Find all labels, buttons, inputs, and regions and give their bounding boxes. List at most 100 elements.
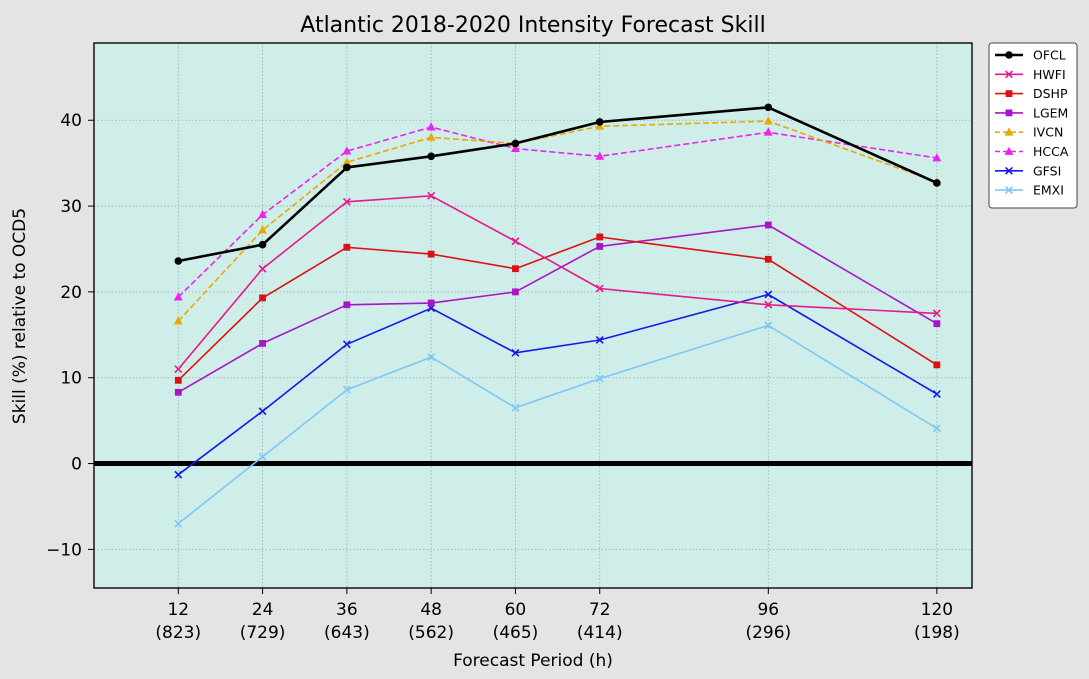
data-point-dshp bbox=[764, 255, 772, 263]
data-point-ofcl bbox=[595, 118, 604, 126]
data-point-ofcl bbox=[343, 163, 351, 172]
data-point-hcca bbox=[595, 151, 605, 160]
data-point-hwfi bbox=[764, 300, 773, 309]
data-point-hwfi bbox=[932, 309, 941, 318]
data-point-hwfi bbox=[342, 197, 351, 206]
y-tick-label: 20 bbox=[60, 283, 82, 303]
y-axis-label: Skill (%) relative to OCD5 bbox=[10, 208, 30, 424]
data-point-dshp bbox=[174, 376, 182, 384]
data-point-lgem bbox=[933, 320, 941, 328]
data-point-ivcn bbox=[258, 225, 267, 234]
legend: OFCL HWFI DSHP LGEM IVCN HCCA GFSI EMXI bbox=[988, 42, 1078, 209]
x-tick-label: 120 bbox=[921, 600, 953, 620]
y-tick-label: 40 bbox=[60, 111, 82, 131]
legend-marker bbox=[1005, 166, 1013, 175]
legend-marker bbox=[1005, 90, 1013, 97]
y-tick-label: 30 bbox=[60, 197, 82, 217]
series-hwfi bbox=[174, 191, 941, 374]
legend-label: IVCN bbox=[1033, 125, 1063, 140]
x-tick-count: (414) bbox=[577, 623, 623, 643]
series-line-ivcn bbox=[177, 120, 938, 322]
data-point-ofcl bbox=[511, 139, 520, 148]
x-tick-label: 96 bbox=[757, 600, 779, 620]
data-point-emxi bbox=[427, 353, 436, 362]
data-point-lgem bbox=[259, 339, 266, 347]
series-dshp bbox=[174, 233, 941, 384]
x-tick-count: (296) bbox=[745, 623, 791, 643]
legend-item-emxi: EMXI bbox=[995, 183, 1064, 198]
x-tick-label: 72 bbox=[589, 600, 611, 620]
x-tick-count: (562) bbox=[408, 623, 454, 643]
data-point-lgem bbox=[343, 301, 351, 309]
legend-item-gfsi: GFSI bbox=[995, 163, 1061, 178]
x-tick-count: (823) bbox=[155, 623, 201, 643]
data-point-ofcl bbox=[933, 179, 941, 187]
legend-item-ofcl: OFCL bbox=[995, 48, 1066, 63]
series-emxi bbox=[174, 321, 941, 528]
data-point-hwfi bbox=[174, 365, 183, 374]
data-point-dshp bbox=[512, 265, 519, 273]
x-tick-count: (729) bbox=[240, 623, 286, 643]
data-point-lgem bbox=[427, 299, 435, 307]
data-point-ofcl bbox=[174, 257, 183, 265]
data-point-ofcl bbox=[258, 240, 267, 249]
data-point-lgem bbox=[596, 243, 604, 250]
data-point-hwfi bbox=[595, 284, 604, 293]
data-point-hwfi bbox=[258, 264, 267, 273]
data-point-gfsi bbox=[174, 470, 183, 479]
data-point-gfsi bbox=[932, 390, 941, 398]
legend-item-dshp: DSHP bbox=[995, 86, 1068, 101]
data-point-emxi bbox=[764, 321, 773, 330]
x-tick-label: 36 bbox=[336, 600, 358, 620]
data-point-gfsi bbox=[342, 340, 351, 349]
series-ofcl bbox=[174, 103, 941, 265]
data-point-dshp bbox=[596, 233, 604, 241]
series-line-lgem bbox=[177, 224, 938, 393]
data-point-dshp bbox=[259, 294, 266, 302]
data-point-lgem bbox=[174, 388, 182, 396]
legend-item-ivcn: IVCN bbox=[995, 125, 1063, 140]
data-point-gfsi bbox=[764, 290, 773, 299]
legend-label: EMXI bbox=[1033, 183, 1064, 198]
data-point-hcca bbox=[342, 146, 352, 155]
chart-title: Atlantic 2018-2020 Intensity Forecast Sk… bbox=[300, 13, 765, 38]
series-hcca bbox=[173, 122, 942, 301]
legend-label: GFSI bbox=[1033, 163, 1061, 178]
legend-marker bbox=[1004, 127, 1014, 136]
data-point-dshp bbox=[343, 243, 351, 251]
series-line-emxi bbox=[177, 324, 938, 525]
plot-frame bbox=[93, 42, 973, 589]
legend-item-hwfi: HWFI bbox=[995, 67, 1066, 82]
x-tick-label: 60 bbox=[505, 600, 527, 620]
legend-item-lgem: LGEM bbox=[995, 105, 1068, 120]
series-line-hcca bbox=[177, 126, 938, 298]
x-tick-label: 24 bbox=[252, 600, 274, 620]
legend-label: HCCA bbox=[1033, 144, 1069, 159]
x-tick-count: (198) bbox=[914, 623, 960, 643]
legend-marker bbox=[1004, 146, 1014, 155]
data-point-ivcn bbox=[426, 132, 436, 141]
data-point-hcca bbox=[258, 209, 267, 219]
data-point-ivcn bbox=[763, 116, 773, 125]
data-point-emxi bbox=[174, 519, 183, 528]
legend-label: HWFI bbox=[1033, 67, 1066, 82]
x-tick-label: 12 bbox=[167, 600, 189, 620]
data-point-lgem bbox=[512, 288, 519, 296]
data-point-hwfi bbox=[511, 237, 520, 246]
data-point-gfsi bbox=[258, 407, 267, 416]
data-point-dshp bbox=[427, 250, 435, 258]
data-point-ivcn bbox=[173, 316, 183, 325]
y-tick-label: 0 bbox=[71, 455, 82, 475]
data-point-gfsi bbox=[511, 348, 520, 357]
legend-marker bbox=[1005, 51, 1013, 59]
series-line-dshp bbox=[177, 236, 938, 381]
legend-label: OFCL bbox=[1033, 48, 1066, 63]
legend-label: LGEM bbox=[1033, 105, 1068, 120]
legend-item-hcca: HCCA bbox=[995, 144, 1069, 159]
data-point-emxi bbox=[511, 403, 520, 412]
data-point-gfsi bbox=[595, 335, 604, 344]
legend-marker bbox=[1005, 186, 1013, 195]
data-point-ofcl bbox=[427, 152, 435, 161]
data-point-ofcl bbox=[764, 103, 773, 112]
